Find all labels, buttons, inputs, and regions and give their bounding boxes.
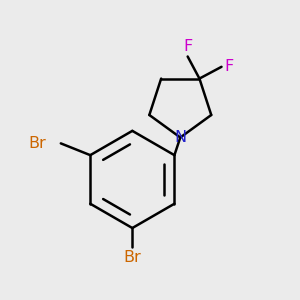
Text: Br: Br <box>28 136 46 151</box>
Text: Br: Br <box>124 250 141 265</box>
Text: N: N <box>174 130 186 145</box>
Text: F: F <box>224 59 234 74</box>
Text: F: F <box>183 39 192 54</box>
